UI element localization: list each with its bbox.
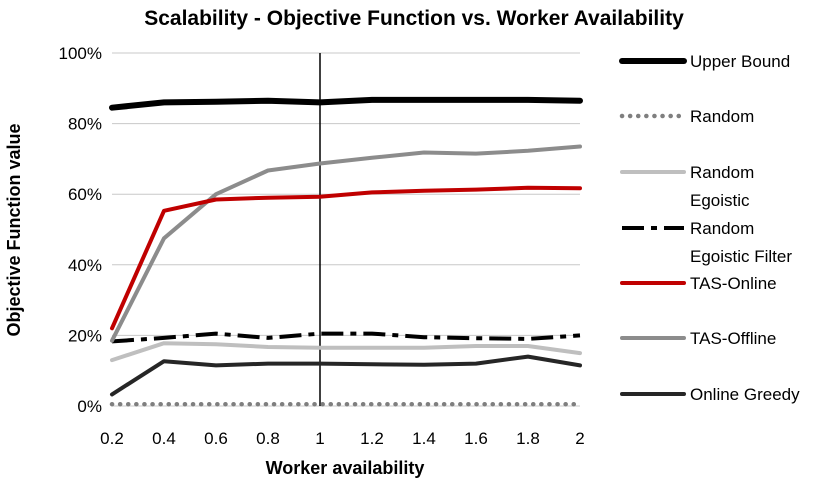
x-tick-label: 1 <box>315 429 324 448</box>
x-tick-label: 0.6 <box>204 429 228 448</box>
x-tick-label: 1.4 <box>412 429 436 448</box>
legend-label: TAS-Offline <box>690 329 776 348</box>
chart-title: Scalability - Objective Function vs. Wor… <box>144 7 684 30</box>
y-tick-label: 80% <box>68 115 102 134</box>
series-lines <box>109 96 583 407</box>
y-tick-label: 100% <box>59 44 102 63</box>
legend-label: Egoistic <box>690 191 750 210</box>
series-line-online-greedy <box>110 354 582 397</box>
legend: Upper Bound Random Random Egoistic Random Ego… <box>619 52 800 404</box>
y-axis-label: Objective Function value <box>4 123 24 336</box>
y-tick-labels: 0% 20% 40% 60% 80% 100% <box>59 44 102 416</box>
x-axis-label: Worker availability <box>266 458 425 478</box>
y-tick-label: 60% <box>68 185 102 204</box>
legend-label: Online Greedy <box>690 385 800 404</box>
x-tick-label: 0.8 <box>256 429 280 448</box>
legend-label: TAS-Online <box>690 274 777 293</box>
x-tick-label: 0.4 <box>152 429 176 448</box>
series-line-upper-bound <box>109 96 583 111</box>
x-tick-label: 1.2 <box>360 429 384 448</box>
x-tick-labels: 0.2 0.4 0.6 0.8 1 1.2 1.4 1.6 1.8 2 <box>100 429 585 448</box>
y-tick-label: 0% <box>77 397 102 416</box>
series-line-random-egoistic <box>110 341 582 363</box>
x-tick-label: 1.8 <box>516 429 540 448</box>
x-tick-label: 0.2 <box>100 429 124 448</box>
x-tick-label: 2 <box>575 429 584 448</box>
y-tick-label: 20% <box>68 326 102 345</box>
gridlines <box>112 52 580 407</box>
legend-label: Random <box>690 219 754 238</box>
y-tick-label: 40% <box>68 256 102 275</box>
legend-label: Random <box>690 107 754 126</box>
series-line-random-egoistic-filter <box>111 331 581 344</box>
legend-label: Egoistic Filter <box>690 247 792 266</box>
x-tick-label: 1.6 <box>464 429 488 448</box>
legend-label: Upper Bound <box>690 52 790 71</box>
series-line-tas-online <box>110 185 582 331</box>
series-line-tas-offline <box>110 144 582 343</box>
legend-label: Random <box>690 163 754 182</box>
